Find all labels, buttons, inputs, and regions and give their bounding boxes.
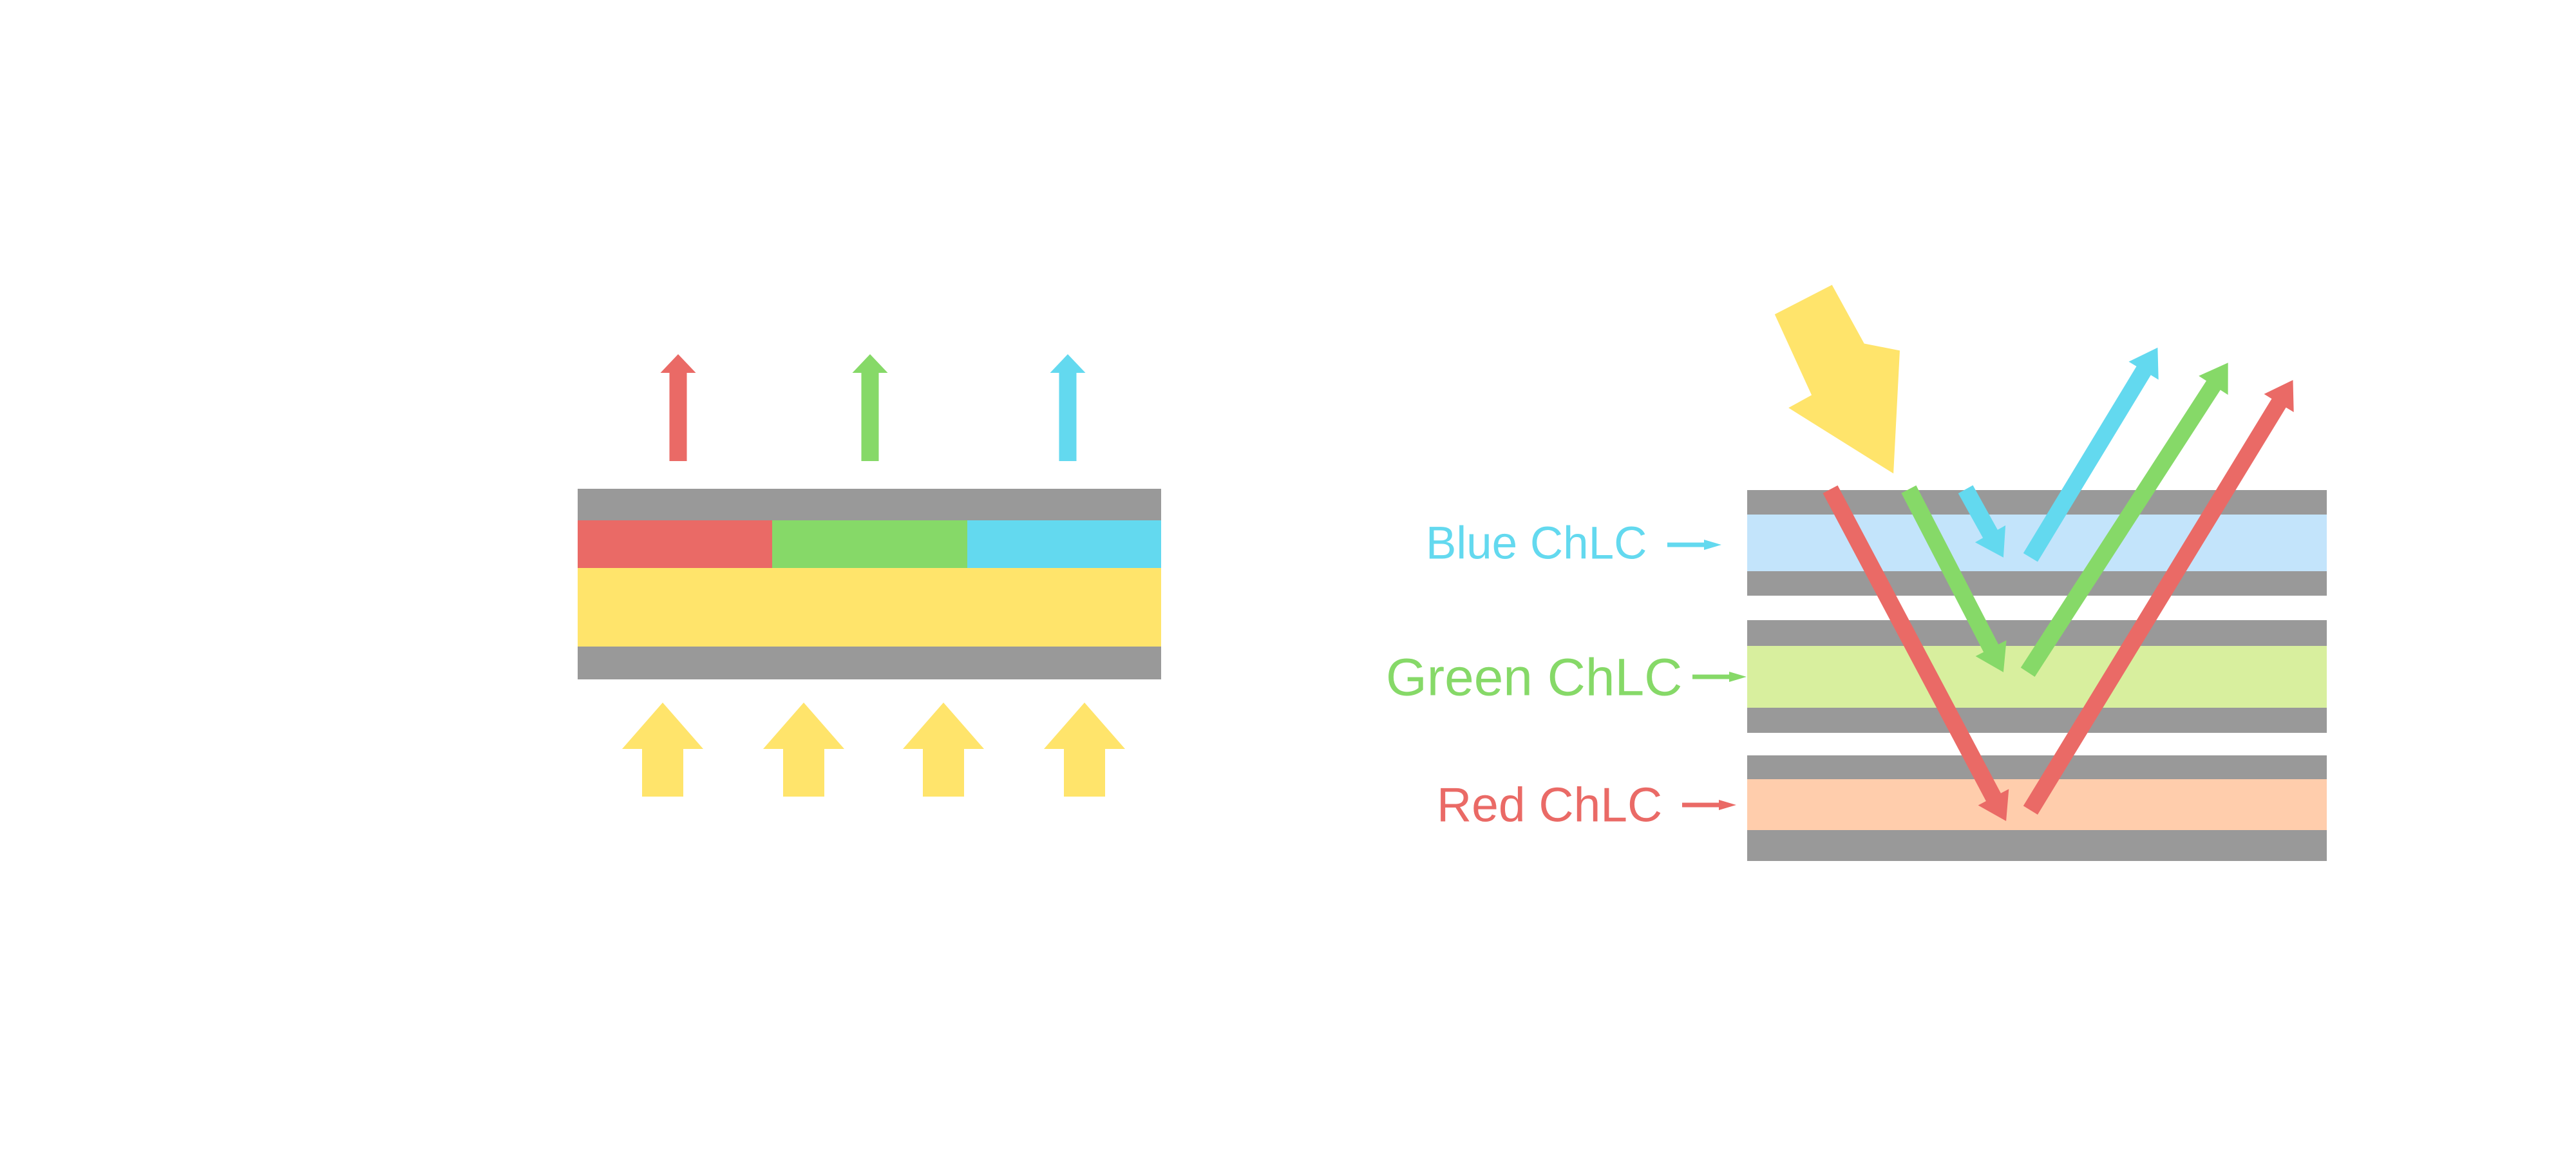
svg-text:Green ChLC: Green ChLC: [1386, 648, 1682, 707]
svg-text:Blue ChLC: Blue ChLC: [1426, 518, 1647, 569]
svg-text:Red ChLC: Red ChLC: [1437, 778, 1662, 832]
